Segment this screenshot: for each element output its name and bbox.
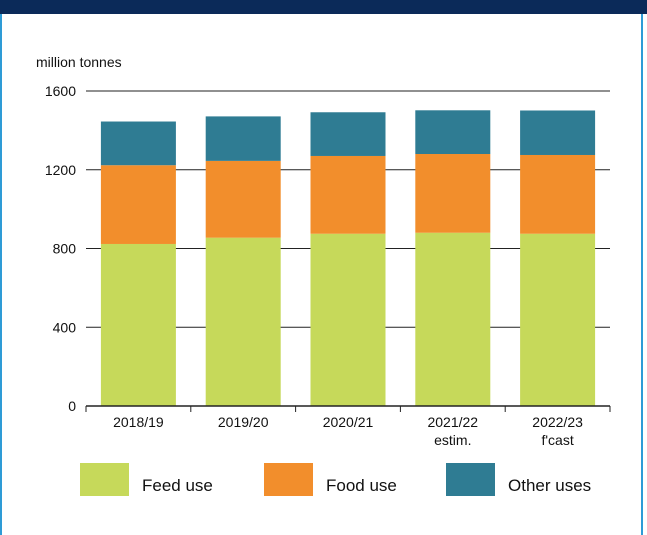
- y-tick-label: 1200: [45, 162, 76, 178]
- bar-segment-food-use: [205, 160, 281, 238]
- y-tick-label: 800: [53, 241, 77, 257]
- bar-segment-feed-use: [310, 233, 386, 406]
- bar-segment-feed-use: [100, 243, 176, 406]
- legend-label-feed-use: Feed use: [142, 476, 213, 495]
- bar-segment-food-use: [415, 154, 491, 233]
- legend-label-food-use: Food use: [326, 476, 397, 495]
- x-tick-sublabel: f'cast: [541, 432, 573, 448]
- legend-swatch-other-uses: [446, 463, 495, 496]
- chart-frame: [0, 14, 643, 535]
- x-tick-sublabel: estim.: [434, 432, 471, 448]
- bar-segment-food-use: [100, 165, 176, 244]
- legend-swatch-feed-use: [80, 463, 129, 496]
- bar-segment-other-uses: [310, 112, 386, 156]
- bar-segment-feed-use: [520, 233, 596, 406]
- y-axis-unit-label: million tonnes: [36, 54, 122, 70]
- bar-segment-food-use: [310, 155, 386, 234]
- bar-segment-feed-use: [415, 232, 491, 406]
- bar-segment-other-uses: [205, 116, 281, 161]
- bar-segment-other-uses: [520, 110, 596, 155]
- y-tick-label: 400: [53, 319, 77, 335]
- y-tick-label: 0: [68, 398, 76, 414]
- header-bar: [0, 0, 647, 14]
- y-tick-label: 1600: [45, 83, 76, 99]
- x-tick-label: 2018/19: [113, 414, 164, 430]
- bar-segment-food-use: [520, 154, 596, 234]
- x-tick-label: 2022/23: [532, 414, 583, 430]
- x-tick-label: 2020/21: [323, 414, 374, 430]
- legend-label-other-uses: Other uses: [508, 476, 591, 495]
- bar-segment-feed-use: [205, 237, 281, 406]
- x-tick-label: 2019/20: [218, 414, 269, 430]
- bar-segment-other-uses: [100, 121, 176, 166]
- bar-segment-other-uses: [415, 110, 491, 154]
- legend-swatch-food-use: [264, 463, 313, 496]
- x-tick-label: 2021/22: [427, 414, 478, 430]
